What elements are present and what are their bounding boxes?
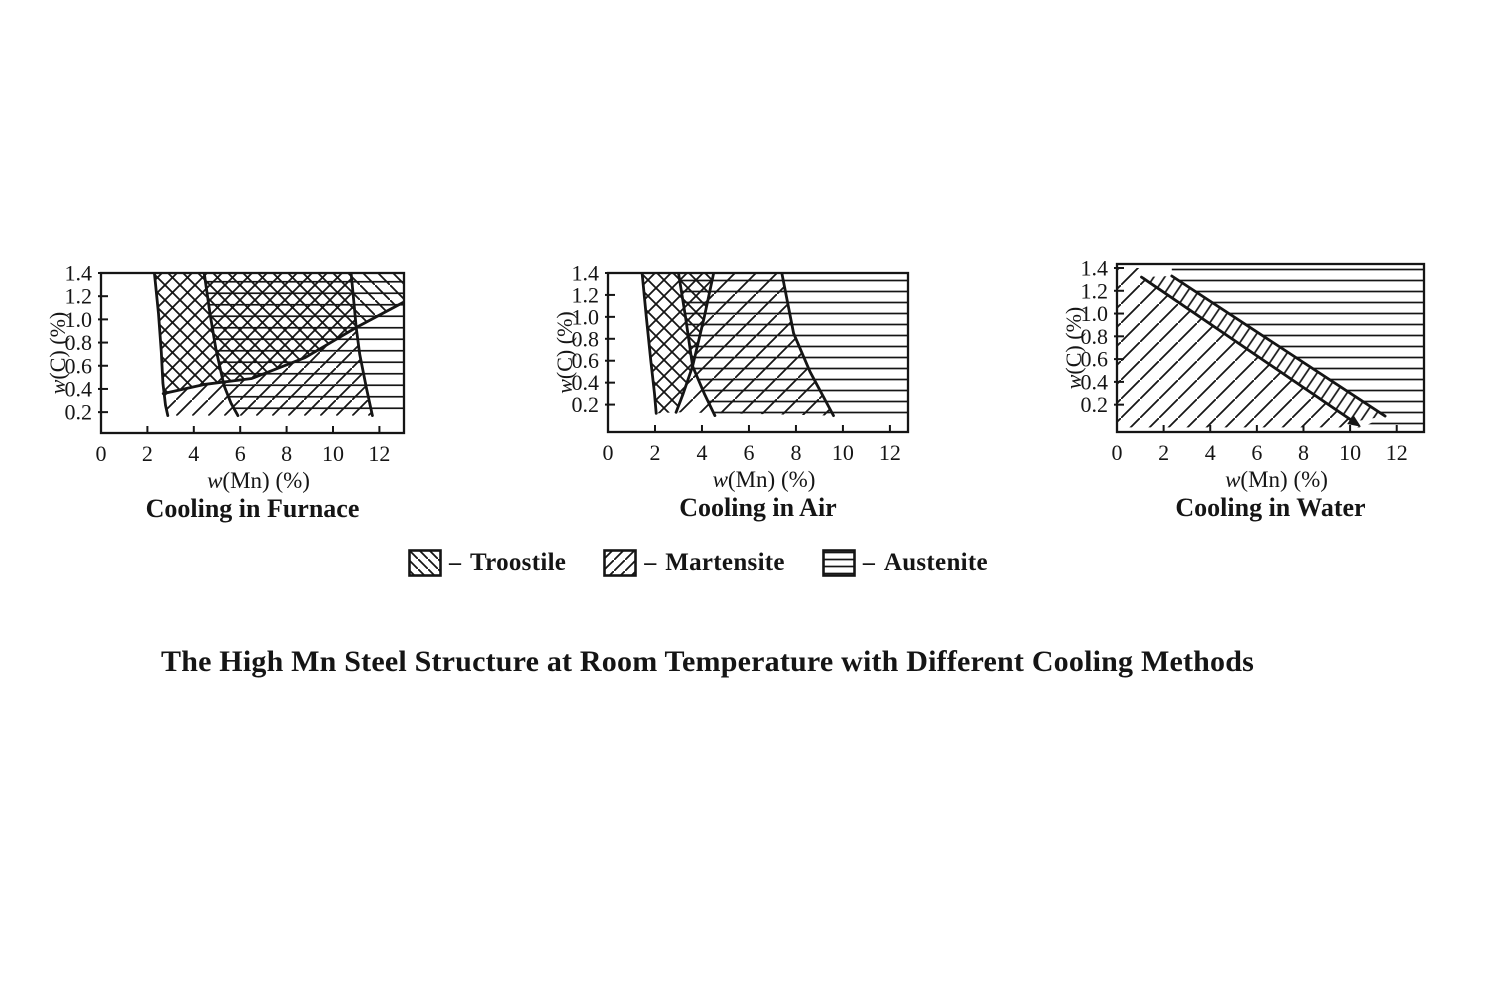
chart-title: Cooling in Furnace xyxy=(146,494,360,523)
y-tick-label: 1.4 xyxy=(65,261,93,286)
y-axis-title: w(C) (%) xyxy=(1061,307,1086,390)
legend-dash: – xyxy=(862,549,875,576)
phase-boundaries xyxy=(1140,274,1387,427)
y-tick-label: 1.2 xyxy=(1081,278,1109,303)
chart-cooling-in-furnace: 0 2 4 6 8 10 12 1.41.21.00.80.60.40.2 w(Mn) (%) w… xyxy=(45,261,406,523)
x-tick-label: 4 xyxy=(696,440,707,465)
boundary-line xyxy=(161,300,404,396)
boundary-line xyxy=(677,273,717,418)
axis-ticks xyxy=(1114,266,1398,432)
x-tick-label: 12 xyxy=(879,440,901,465)
region-martensite-fslash xyxy=(1117,268,1361,428)
plot-border xyxy=(606,271,910,434)
x-axis-title: w(Mn) (%) xyxy=(713,467,816,492)
x-tick-label: 8 xyxy=(281,441,292,466)
y-tick-label: 1.2 xyxy=(65,284,93,309)
austenite-hatch-swatch-icon xyxy=(822,549,856,577)
troostile-pattern-icon xyxy=(408,549,442,577)
y-tick-label: 0.6 xyxy=(572,348,600,373)
x-tick-label: 8 xyxy=(790,440,801,465)
arrowhead-icon xyxy=(1347,415,1361,427)
y-tick-label: 0.2 xyxy=(572,392,600,417)
boundary-line xyxy=(202,273,240,418)
y-tick-label: 0.2 xyxy=(1081,392,1109,417)
x-tick-label: 2 xyxy=(649,440,660,465)
axis-ticks xyxy=(605,272,891,432)
x-tick-label: 2 xyxy=(1158,440,1169,465)
boundary-line xyxy=(640,273,658,415)
x-axis-title: w(Mn) (%) xyxy=(207,468,310,493)
boundary-line xyxy=(349,273,374,418)
x-tick-label: 0 xyxy=(603,440,614,465)
x-tick-label: 2 xyxy=(142,441,153,466)
plot-border xyxy=(99,271,406,435)
boundary-line xyxy=(152,273,170,418)
legend-dash: – xyxy=(644,549,657,576)
boundary-line xyxy=(1140,275,1355,424)
boundary-line xyxy=(780,273,835,418)
legend-label-troostile: Troostile xyxy=(470,549,567,576)
x-tick-label: 0 xyxy=(96,441,107,466)
y-tick-label: 0.6 xyxy=(1081,347,1109,372)
x-tick-label: 4 xyxy=(188,441,199,466)
chart-cooling-in-water: 0 2 4 6 8 10 12 1.41.21.00.80.60.40.2 w(Mn) (%) w… xyxy=(1061,255,1426,522)
chart-title: Cooling in Air xyxy=(679,493,836,522)
phase-regions xyxy=(154,273,404,416)
x-tick-label: 0 xyxy=(1112,440,1123,465)
y-tick-label: 0.8 xyxy=(1081,324,1109,349)
legend-item-troostile: – Troostile xyxy=(408,549,566,577)
legend-dash: – xyxy=(449,549,461,576)
x-tick-label: 6 xyxy=(1251,440,1262,465)
phase-boundaries xyxy=(152,273,404,418)
y-axis-title: w(C) (%) xyxy=(45,312,70,395)
y-tick-label: 0.8 xyxy=(65,330,93,355)
y-tick-label: 0.6 xyxy=(65,353,93,378)
x-tick-label: 8 xyxy=(1298,440,1309,465)
region-austenite-hlines xyxy=(678,273,908,416)
region-austenite-hlines xyxy=(1171,268,1424,426)
martensite-pattern-icon xyxy=(603,549,638,577)
chart-title: Cooling in Water xyxy=(1175,493,1365,522)
y-tick-label: 0.4 xyxy=(65,376,93,401)
legend-item-martensite: – Martensite xyxy=(603,549,785,577)
legend-item-austenite: – Austenite xyxy=(822,549,988,577)
y-tick-label: 1.4 xyxy=(1081,255,1109,280)
phase-regions xyxy=(642,273,908,416)
phase-regions xyxy=(1117,268,1424,428)
troostile-hatch-swatch-icon xyxy=(408,549,442,577)
x-tick-label: 12 xyxy=(368,441,390,466)
chart-cooling-in-air: 0 2 4 6 8 10 12 1.41.21.00.80.60.40.2 w(Mn) (%) w… xyxy=(552,261,910,522)
figure-caption: The High Mn Steel Structure at Room Temp… xyxy=(160,645,1255,678)
y-axis-title: w(C) (%) xyxy=(552,311,577,394)
phase-boundaries xyxy=(640,273,835,418)
x-tick-label: 12 xyxy=(1386,440,1408,465)
x-tick-label: 6 xyxy=(235,441,246,466)
legend-label-austenite: Austenite xyxy=(883,549,988,576)
y-tick-label: 1.4 xyxy=(572,261,600,286)
region-transition-band-band xyxy=(1141,276,1386,422)
x-tick-label: 10 xyxy=(322,441,344,466)
legend: – Troostile – Martensite – Austenite xyxy=(408,549,988,577)
legend-label-martensite: Martensite xyxy=(665,549,785,576)
x-tick-label: 4 xyxy=(1205,440,1216,465)
martensite-hatch-swatch-icon xyxy=(603,549,638,577)
y-tick-label: 1.0 xyxy=(1081,301,1109,326)
y-tick-label: 0.4 xyxy=(1081,369,1109,394)
x-tick-label: 10 xyxy=(832,440,854,465)
austenite-pattern-icon xyxy=(822,549,856,577)
axis-ticks xyxy=(98,272,381,433)
y-tick-label: 0.2 xyxy=(65,400,93,425)
x-tick-label: 10 xyxy=(1339,440,1361,465)
x-tick-label: 6 xyxy=(743,440,754,465)
x-axis-title: w(Mn) (%) xyxy=(1225,467,1328,492)
boundary-line xyxy=(1170,274,1387,418)
y-tick-label: 1.0 xyxy=(572,304,600,329)
y-tick-label: 1.0 xyxy=(65,307,93,332)
plot-border xyxy=(1115,262,1426,434)
y-tick-label: 1.2 xyxy=(572,282,600,307)
y-tick-label: 0.4 xyxy=(572,370,600,395)
region-austenite-hlines xyxy=(204,273,404,416)
y-tick-label: 0.8 xyxy=(572,326,600,351)
